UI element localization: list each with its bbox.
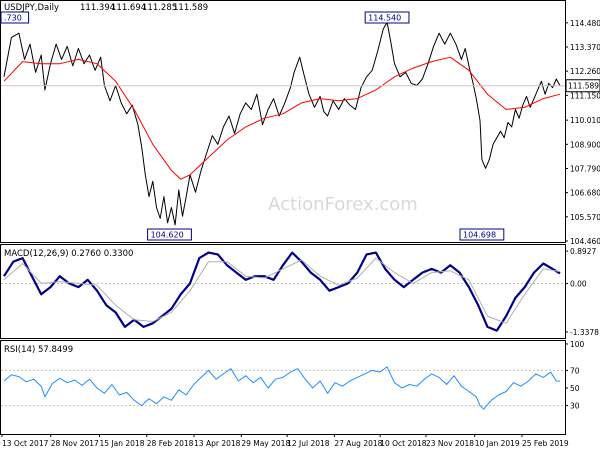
- annotation-box: [459, 228, 505, 241]
- last-value-box: [565, 79, 600, 93]
- price-moving_average-series: [3, 56, 561, 180]
- price-title: USDJPY,Daily: [4, 3, 59, 13]
- rsi-title: RSI(14) 57.8499: [4, 345, 73, 355]
- annotation-box: [0, 11, 30, 24]
- axes: 111.589 114.480 113.370 112.260 111.150 110.0…: [1, 19, 600, 448]
- xtick-label: 10 Oct 2018: [380, 439, 427, 448]
- price-panel-frame: [0, 0, 566, 243]
- rsi-ytick-label: 50: [570, 384, 580, 393]
- macd-ytick-label: 0.8927: [570, 247, 596, 256]
- macd-title: MACD(12,26,9) 0.2760 0.3300: [4, 249, 133, 259]
- macd-signal-series: [3, 257, 561, 324]
- rsi-rsi-series: [3, 366, 561, 410]
- rsi-panel: [1, 366, 565, 410]
- rsi-ytick-label: 30: [570, 402, 580, 411]
- last-value-label: 111.589: [568, 82, 599, 91]
- price-ytick-label: 110.010: [570, 116, 600, 125]
- xtick-label: 28 Feb 2018: [147, 439, 194, 448]
- xtick-label: 12 Jul 2018: [287, 439, 330, 448]
- xtick-label: 15 Jan 2018: [100, 439, 145, 448]
- annotation-label: 104.698: [463, 231, 496, 240]
- rsi-ytick-label: 70: [570, 366, 580, 375]
- annotation-label: .730: [4, 14, 22, 23]
- price-ytick-label: 108.900: [570, 140, 600, 149]
- price-ytick-label: 104.460: [570, 237, 600, 246]
- price-ytick-label: 111.150: [570, 91, 600, 100]
- price-low: 111.285: [142, 3, 177, 13]
- xtick-label: 23 Nov 2018: [426, 439, 474, 448]
- xtick-label: 13 Oct 2017: [2, 439, 49, 448]
- rsi-panel-frame: [0, 340, 566, 435]
- xtick-label: 28 Nov 2017: [51, 439, 99, 448]
- price-close: 111.589: [173, 3, 208, 13]
- price-ytick-label: 112.260: [570, 67, 600, 76]
- xtick-label: 29 May 2018: [241, 439, 290, 448]
- annotation-label: 104.620: [151, 231, 184, 240]
- price-ytick-label: 106.680: [570, 189, 600, 198]
- price-close-series: [3, 21, 561, 226]
- macd-panel: [1, 251, 565, 332]
- annotation-label: 114.540: [368, 14, 401, 23]
- watermark: ActionForex.com: [268, 194, 418, 215]
- price-ytick-label: 105.570: [570, 213, 600, 222]
- annotation-box: [147, 228, 192, 241]
- price-ytick-label: 113.370: [570, 43, 600, 52]
- xtick-label: 13 Apr 2018: [194, 439, 241, 448]
- price-ytick-label: 107.790: [570, 164, 600, 173]
- rsi-ytick-label: 100: [570, 340, 585, 349]
- macd-macd-series: [3, 251, 561, 332]
- macd-ytick-label: -1.3378: [570, 328, 599, 337]
- annotation-box: [364, 11, 410, 24]
- xtick-label: 27 Aug 2018: [334, 439, 382, 448]
- xtick-label: 10 Jan 2019: [475, 439, 520, 448]
- price-open: 111.394: [80, 3, 115, 13]
- macd-panel-frame: [0, 244, 566, 339]
- macd-ytick-label: 0.00: [570, 279, 587, 288]
- price-high: 111.694: [111, 3, 146, 13]
- price-panel: .730 104.620 114.540 104.698: [0, 11, 565, 241]
- xtick-label: 25 Feb 2019: [522, 439, 569, 448]
- price-ytick-label: 114.480: [570, 19, 600, 28]
